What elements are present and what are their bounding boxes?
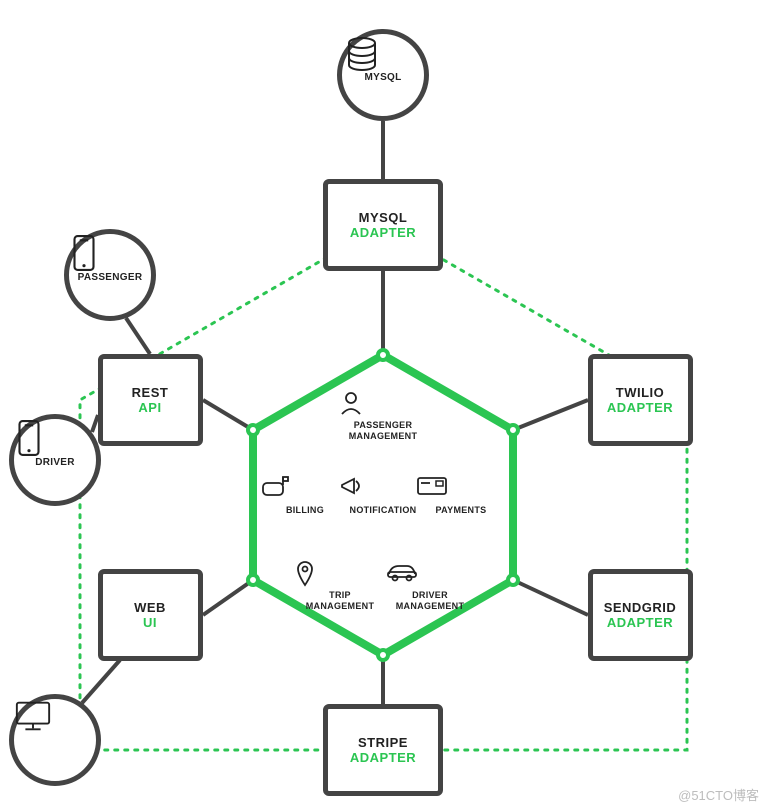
external-passenger: PASSENGER (64, 229, 156, 321)
watermark: @51CTO博客 (678, 785, 759, 804)
adapter-twilio-adapter: TWILIOADAPTER (588, 354, 693, 446)
external-driver: DRIVER (9, 414, 101, 506)
adapter-rest-api: RESTAPI (98, 354, 203, 446)
adapter-title: TWILIO (616, 385, 665, 400)
core-label: PASSENGERMANAGEMENT (349, 420, 418, 442)
core-label: NOTIFICATION (350, 505, 417, 516)
adapter-subtitle: ADAPTER (607, 400, 673, 415)
core-label: TRIPMANAGEMENT (306, 590, 375, 612)
adapter-title: MYSQL (359, 210, 408, 225)
core-passenger-mgmt: PASSENGERMANAGEMENT (338, 390, 428, 442)
core-notification: NOTIFICATION (338, 475, 428, 516)
external-mysql: MYSQL (337, 29, 429, 121)
adapter-title: WEB (134, 600, 166, 615)
core-label: DRIVERMANAGEMENT (396, 590, 465, 612)
adapter-subtitle: ADAPTER (607, 615, 673, 630)
core-driver-mgmt: DRIVERMANAGEMENT (385, 560, 475, 612)
connector-dot (246, 573, 260, 587)
adapter-title: STRIPE (358, 735, 408, 750)
connector-dot (376, 648, 390, 662)
adapter-mysql-adapter: MYSQLADAPTER (323, 179, 443, 271)
connector-dot (506, 423, 520, 437)
connector-dot (376, 348, 390, 362)
adapter-subtitle: ADAPTER (350, 225, 416, 240)
external-monitor (9, 694, 101, 786)
connector-dot (246, 423, 260, 437)
core-label: BILLING (286, 505, 324, 516)
adapter-title: REST (132, 385, 169, 400)
core-label: PAYMENTS (436, 505, 487, 516)
connector-dot (506, 573, 520, 587)
adapter-subtitle: ADAPTER (350, 750, 416, 765)
adapter-web-ui: WEBUI (98, 569, 203, 661)
adapter-title: SENDGRID (604, 600, 677, 615)
core-payments: PAYMENTS (416, 475, 506, 516)
core-billing: BILLING (260, 475, 350, 516)
external-label: PASSENGER (78, 272, 143, 283)
core-trip-mgmt: TRIPMANAGEMENT (295, 560, 385, 612)
adapter-subtitle: API (138, 400, 161, 415)
external-label: DRIVER (35, 457, 75, 468)
adapter-subtitle: UI (143, 615, 157, 630)
adapter-sendgrid-adapter: SENDGRIDADAPTER (588, 569, 693, 661)
adapter-stripe-adapter: STRIPEADAPTER (323, 704, 443, 796)
